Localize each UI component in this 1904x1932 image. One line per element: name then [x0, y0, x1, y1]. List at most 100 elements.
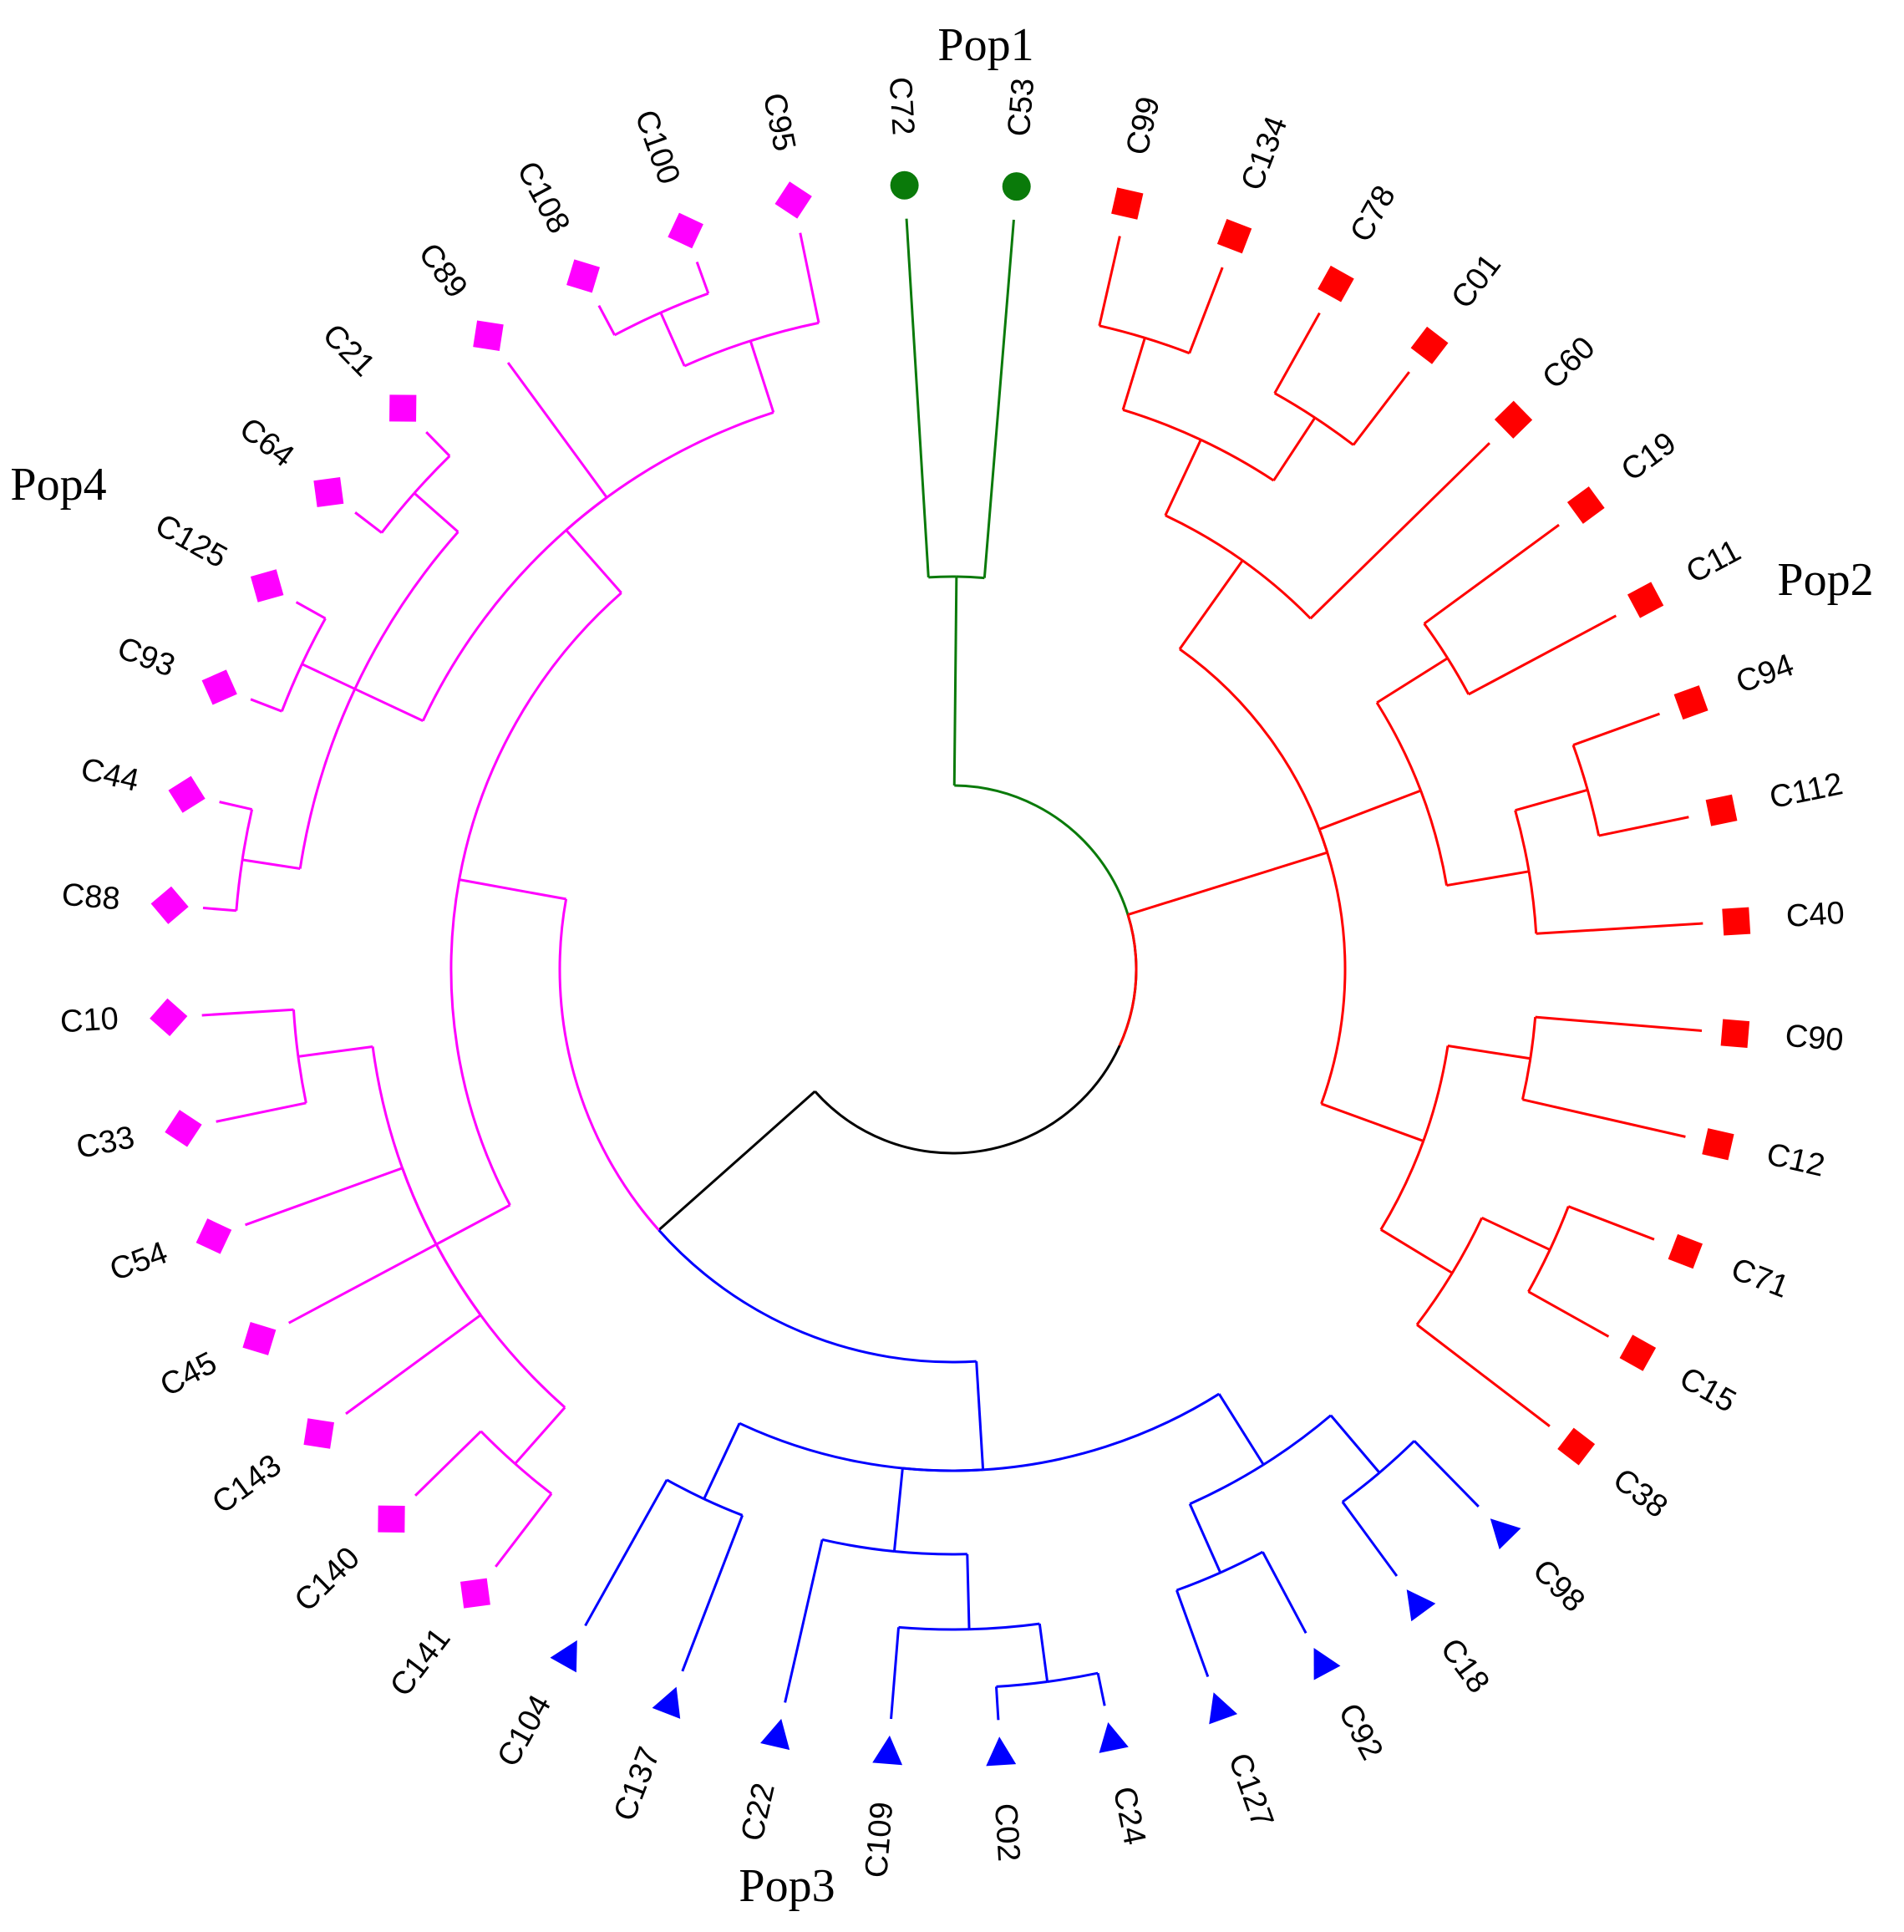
leaf-label-c40: C40 — [1785, 896, 1846, 934]
branch-arc — [1529, 1017, 1537, 1059]
branch-arc — [683, 339, 751, 368]
branch-arc — [1047, 1671, 1099, 1683]
leaf-marker-square — [1619, 1335, 1657, 1371]
branch-line — [1121, 337, 1146, 410]
leaf-label-c108: C108 — [510, 155, 576, 239]
branch-line — [1446, 870, 1530, 887]
branch-line — [975, 1361, 985, 1470]
leaf-label-c01: C01 — [1445, 247, 1508, 315]
leaf-marker-diamond — [195, 1218, 232, 1254]
leaf-label-c02: C02 — [988, 1802, 1026, 1863]
leaf-label-c78: C78 — [1343, 180, 1403, 247]
leaf-marker-diamond — [389, 394, 417, 422]
branch-arc — [739, 1421, 983, 1472]
branch-line — [413, 492, 459, 533]
leaf-marker-triangle — [1209, 1692, 1238, 1725]
leaf-marker-square — [1668, 1233, 1703, 1269]
branch-arc — [613, 311, 662, 337]
branch-line — [966, 1553, 971, 1629]
branch-arc — [421, 529, 567, 722]
branch-line — [1567, 1205, 1655, 1241]
leaf-marker-triangle — [1490, 1518, 1521, 1550]
branch-line — [1127, 851, 1328, 916]
leaf-label-c112: C112 — [1767, 766, 1846, 816]
branch-line — [658, 1090, 816, 1232]
branch-arc — [982, 1392, 1220, 1472]
branch-line — [659, 312, 686, 367]
branch-arc — [1179, 648, 1329, 853]
branch-line — [1175, 1589, 1210, 1677]
branch-line — [506, 362, 608, 499]
branch-arc — [1571, 745, 1589, 791]
branch-arc — [1521, 1058, 1532, 1101]
leaf-marker-diamond — [242, 1321, 277, 1355]
leaf-label-c10: C10 — [59, 1001, 119, 1040]
leaf-marker-circle — [1002, 172, 1031, 201]
branch-line — [995, 1686, 1000, 1721]
branch-arc — [380, 492, 416, 534]
branch-line — [1038, 1623, 1049, 1682]
leaf-marker-square — [1111, 187, 1144, 220]
leaf-marker-triangle — [550, 1640, 577, 1673]
leaf-marker-square — [1318, 265, 1354, 303]
branch-line — [1527, 1290, 1610, 1338]
branch-arc — [458, 592, 622, 880]
leaf-marker-diamond — [150, 886, 189, 924]
leaf-label-c60: C60 — [1536, 330, 1602, 396]
branch-arc — [371, 1046, 438, 1245]
branch-line — [1352, 371, 1410, 446]
leaf-marker-triangle — [1099, 1721, 1129, 1753]
leaf-marker-triangle — [986, 1736, 1017, 1767]
branch-arc — [660, 292, 709, 314]
leaf-marker-square — [1720, 1019, 1750, 1048]
branch-arc — [1122, 408, 1201, 441]
branch-arc — [1451, 1217, 1484, 1274]
branch-line — [1522, 1098, 1686, 1138]
branch-line — [1380, 1228, 1454, 1274]
branch-line — [1341, 1501, 1399, 1577]
branch-arc — [1118, 914, 1138, 1046]
branch-line — [565, 529, 622, 594]
leaf-marker-square — [1702, 1128, 1734, 1161]
branch-arc — [898, 1625, 970, 1631]
branch-arc — [353, 531, 459, 690]
leaf-label-c143: C143 — [206, 1447, 287, 1521]
branch-line — [459, 878, 566, 901]
branch-line — [1272, 417, 1317, 481]
leaf-label-c134: C134 — [1235, 112, 1295, 196]
branch-arc — [1375, 702, 1422, 791]
branch-line — [245, 1167, 404, 1227]
branch-arc — [1586, 789, 1601, 836]
pop3-label: Pop3 — [739, 1860, 835, 1912]
branch-line — [425, 431, 451, 457]
branch-arc — [280, 663, 303, 712]
branch-arc — [1189, 1463, 1265, 1506]
leaf-label-c92: C92 — [1331, 1698, 1389, 1766]
leaf-label-c141: C141 — [383, 1621, 458, 1703]
branch-arc — [413, 455, 451, 495]
branch-line — [1535, 1015, 1703, 1032]
branch-arc — [1548, 1206, 1570, 1251]
branch-arc — [1379, 1140, 1425, 1231]
leaf-label-c71: C71 — [1726, 1252, 1793, 1305]
leaf-marker-square — [1216, 219, 1252, 254]
branch-arc — [1423, 623, 1450, 659]
leaf-marker-diamond — [459, 1578, 490, 1609]
branch-arc — [894, 1550, 967, 1556]
branch-arc — [1274, 392, 1316, 419]
branch-arc — [449, 879, 511, 1206]
leaf-marker-triangle — [1406, 1589, 1436, 1622]
branch-arc — [1241, 559, 1312, 620]
leaf-label-c12: C12 — [1764, 1136, 1828, 1183]
leaf-label-c94: C94 — [1732, 648, 1799, 700]
branch-line — [1447, 1045, 1531, 1060]
leaf-label-c64: C64 — [233, 411, 301, 475]
branch-arc — [1415, 1272, 1454, 1326]
branch-line — [1096, 1672, 1106, 1706]
branch-line — [354, 688, 424, 723]
branch-arc — [434, 1243, 566, 1409]
leaf-label-c21: C21 — [316, 318, 382, 384]
branch-arc — [1262, 1414, 1332, 1467]
branch-line — [892, 1467, 904, 1552]
